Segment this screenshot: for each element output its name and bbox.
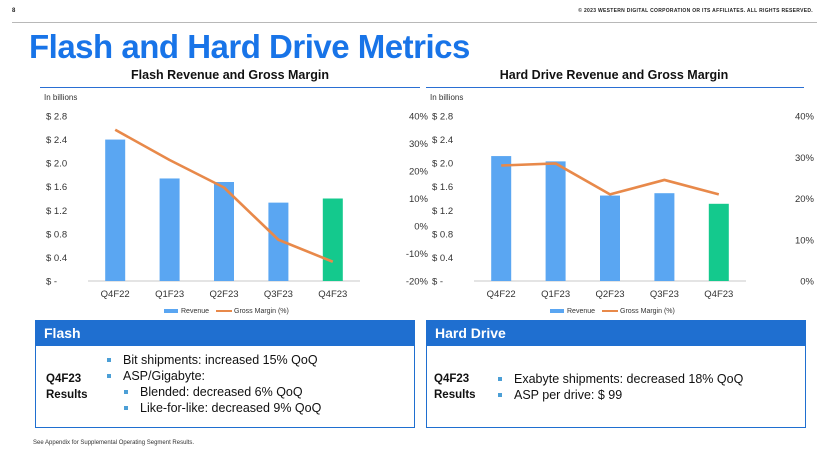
hdd-x-tick-label: Q4F22 (487, 289, 516, 300)
flash-results-label: Q4F23 Results (46, 371, 88, 403)
flash-y2-tick-label: 20% (409, 167, 429, 178)
flash-y-tick-label: $ 1.6 (46, 182, 67, 193)
hdd-y-tick-label: $ 2.8 (432, 112, 453, 123)
flash-x-tick-label: Q1F23 (155, 289, 184, 300)
hdd-results-label: Q4F23 Results (434, 371, 476, 403)
flash-y-tick-label: $ 0.4 (46, 253, 67, 264)
footnote: See Appendix for Supplemental Operating … (33, 440, 195, 446)
flash-x-tick-label: Q2F23 (209, 289, 238, 300)
header-divider (12, 22, 817, 23)
flash-revenue-bar (214, 182, 234, 281)
hdd-revenue-bar (491, 156, 512, 281)
hdd-legend-revenue-swatch (550, 309, 564, 313)
hdd-x-tick-label: Q3F23 (650, 289, 679, 300)
flash-x-tick-label: Q4F22 (101, 289, 130, 300)
hdd-y2-tick-label: 10% (795, 235, 815, 246)
flash-legend-revenue-swatch (164, 309, 178, 313)
hdd-x-tick-label: Q2F23 (595, 289, 624, 300)
flash-y2-tick-label: 30% (409, 139, 429, 150)
flash-y-tick-label: $ 0.8 (46, 229, 67, 240)
flash-revenue-bar (268, 202, 289, 281)
hdd-x-tick-label: Q4F23 (704, 289, 733, 300)
hdd-y-tick-label: $ 2.0 (432, 159, 453, 170)
hdd-revenue-bar (708, 203, 729, 281)
flash-bullet-asp: ASP/Gigabyte: (107, 368, 321, 384)
flash-unit-label: In billions (44, 93, 77, 102)
flash-y2-tick-label: -10% (406, 249, 429, 260)
flash-y2-tick-label: 10% (409, 194, 429, 205)
flash-y2-tick-label: -20% (406, 277, 429, 288)
flash-revenue-margin-chart: In billions $ - $ 0.4 $ 0.8 $ 1.2 $ 1.6 $ 2.0 $… (44, 93, 429, 315)
hdd-bullet-list: Exabyte shipments: decreased 18% QoQ ASP… (498, 371, 743, 403)
flash-legend-margin-label: Gross Margin (%) (234, 308, 289, 315)
page-title: Flash and Hard Drive Metrics (29, 28, 470, 65)
hdd-revenue-bar (600, 195, 620, 281)
hdd-results-period: Q4F23 (434, 373, 470, 385)
flash-bullet-list: Bit shipments: increased 15% QoQ ASP/Gig… (107, 352, 321, 416)
flash-y-tick-label: $ 2.8 (46, 112, 67, 123)
hdd-chart-title-rule (426, 87, 804, 88)
flash-y-tick-label: $ 2.4 (46, 135, 67, 146)
hdd-bullet-exabyte-shipments: Exabyte shipments: decreased 18% QoQ (498, 371, 743, 387)
hdd-y-tick-label: $ - (432, 277, 443, 288)
hdd-y-tick-label: $ 0.8 (432, 229, 453, 240)
flash-bullet-blended: Blended: decreased 6% QoQ (124, 384, 321, 400)
flash-y-tick-label: $ - (46, 277, 57, 288)
hdd-unit-label: In billions (430, 93, 463, 102)
flash-chart-title: Flash Revenue and Gross Margin (131, 68, 329, 82)
flash-y2-tick-label: 0% (414, 222, 428, 233)
hdd-chart-title: Hard Drive Revenue and Gross Margin (499, 68, 729, 82)
hdd-y-tick-label: $ 0.4 (432, 253, 453, 264)
hdd-bullet-asp-per-drive: ASP per drive: $ 99 (498, 387, 743, 403)
flash-results-panel: Flash (35, 320, 415, 428)
flash-revenue-bar (322, 198, 343, 281)
hdd-x-tick-label: Q1F23 (541, 289, 570, 300)
hdd-results-word: Results (434, 389, 476, 401)
hdd-revenue-bar (654, 193, 675, 281)
flash-y2-tick-label: 40% (409, 112, 429, 123)
flash-revenue-bar (159, 178, 180, 281)
copyright-notice: © 2023 WESTERN DIGITAL CORPORATION OR IT… (578, 8, 813, 14)
hdd-y2-tick-label: 20% (795, 194, 815, 205)
flash-bullet-bit-shipments: Bit shipments: increased 15% QoQ (107, 352, 321, 368)
hdd-legend-revenue-label: Revenue (567, 308, 595, 315)
flash-revenue-bar (105, 139, 126, 281)
flash-x-tick-label: Q3F23 (264, 289, 293, 300)
flash-legend-revenue-label: Revenue (181, 308, 209, 315)
hdd-revenue-margin-chart: In billions $ - $ 0.4 $ 0.8 $ 1.2 $ 1.6 $ 2.0 $… (430, 93, 815, 315)
hdd-y2-tick-label: 0% (800, 277, 814, 288)
flash-panel-heading: Flash (36, 321, 414, 346)
flash-results-word: Results (46, 389, 88, 401)
flash-y-tick-label: $ 2.0 (46, 159, 67, 170)
hdd-y2-tick-label: 40% (795, 112, 815, 123)
hdd-y-tick-label: $ 1.6 (432, 182, 453, 193)
page-number: 8 (12, 8, 16, 14)
hdd-y-tick-label: $ 2.4 (432, 135, 453, 146)
flash-chart-title-rule (40, 87, 420, 88)
hdd-panel-heading: Hard Drive (427, 321, 805, 346)
flash-y-tick-label: $ 1.2 (46, 206, 67, 217)
hdd-y-tick-label: $ 1.2 (432, 206, 453, 217)
hdd-legend-margin-label: Gross Margin (%) (620, 308, 675, 315)
flash-results-period: Q4F23 (46, 373, 82, 385)
flash-x-tick-label: Q4F23 (318, 289, 347, 300)
hdd-gross-margin-line (501, 162, 720, 196)
hdd-results-panel: Hard Drive (426, 320, 806, 428)
flash-gross-margin-line (114, 128, 334, 263)
hdd-revenue-bar (545, 161, 566, 281)
flash-bullet-like-for-like: Like-for-like: decreased 9% QoQ (124, 400, 321, 416)
hdd-y2-tick-label: 30% (795, 153, 815, 164)
